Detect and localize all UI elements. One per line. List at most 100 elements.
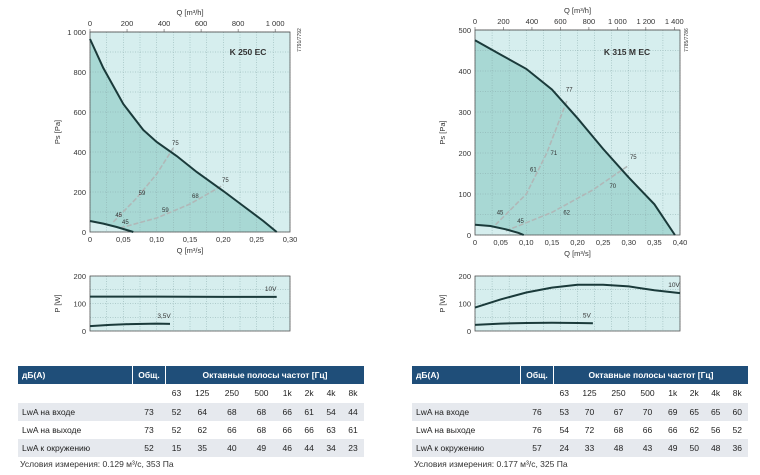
cell: 68 — [217, 402, 247, 421]
y-tick-label: 1 000 — [67, 28, 86, 37]
freq-cell: 500 — [246, 384, 277, 403]
efficiency-label: 62 — [563, 211, 570, 217]
cell: 52 — [165, 421, 188, 439]
row-total: 73 — [132, 402, 166, 421]
top-tick-label: 0 — [473, 17, 477, 26]
cell: 40 — [217, 439, 247, 457]
min-curve — [474, 223, 525, 236]
row-total: 73 — [132, 421, 166, 439]
freq-cell: 500 — [633, 384, 663, 403]
table-row: LwA к окружению 57 24 33 48 43 49 50 48 … — [412, 439, 748, 457]
y-tick-label: 0 — [467, 231, 471, 240]
x-tick-label: 0,10 — [519, 238, 534, 247]
freq-cell: 63 — [553, 384, 575, 403]
cell: 66 — [662, 421, 684, 439]
cell: 49 — [662, 439, 684, 457]
freq-cell: 2k — [298, 384, 321, 403]
cell: 46 — [276, 439, 299, 457]
x-tick-label: 0,15 — [545, 238, 560, 247]
table-row: LwA к окружению 52 15 35 40 49 46 44 34 … — [18, 439, 364, 457]
cell: 66 — [633, 421, 663, 439]
top-tick-label: 0 — [88, 19, 92, 28]
y-tick-label: 200 — [73, 188, 86, 197]
cell: 43 — [633, 439, 663, 457]
efficiency-label: 75 — [630, 155, 637, 161]
y-tick-label: 500 — [458, 26, 471, 35]
power-y-tick-label: 0 — [467, 327, 471, 336]
cell: 65 — [683, 402, 705, 421]
freq-cell: 8k — [726, 384, 748, 403]
power-y-tick-label: 200 — [73, 272, 86, 281]
top-tick-label: 200 — [121, 19, 134, 28]
power-plot-frame — [474, 275, 681, 332]
row-label: LwA к окружению — [412, 439, 521, 457]
top-tick-label: 600 — [195, 19, 208, 28]
top-tick-label: 800 — [232, 19, 245, 28]
cell: 49 — [246, 439, 277, 457]
measurement-condition: Условия измерения: 0.177 м³/с, 325 Па — [414, 459, 568, 469]
power-curve — [474, 283, 681, 309]
cell: 15 — [165, 439, 188, 457]
max-curve — [89, 38, 278, 233]
freq-cell: 2k — [683, 384, 705, 403]
y-tick-label: 200 — [458, 149, 471, 158]
cell: 44 — [298, 439, 321, 457]
y-tick-label: 300 — [458, 108, 471, 117]
row-total: 76 — [520, 421, 554, 439]
x-tick-label: 0,35 — [647, 238, 662, 247]
table-row: LwA на входе 76 53 70 67 70 69 65 65 60 — [412, 402, 748, 421]
y-tick-label: 600 — [73, 108, 86, 117]
efficiency-label: 75 — [222, 178, 229, 184]
freq-cell: 4k — [704, 384, 727, 403]
cell: 68 — [246, 421, 277, 439]
efficiency-label: 68 — [192, 194, 199, 200]
cell: 61 — [298, 402, 321, 421]
top-tick-label: 600 — [554, 17, 567, 26]
table-header-label: дБ(A) — [412, 366, 521, 384]
freq-cell: 8k — [342, 384, 364, 403]
table-row: LwA на входе 73 52 64 68 68 66 61 54 44 — [18, 402, 364, 421]
freq-cell: 63 — [165, 384, 188, 403]
row-label: LwA к окружению — [18, 439, 133, 457]
y-tick-label: 100 — [458, 190, 471, 199]
x-tick-label: 0,40 — [673, 238, 688, 247]
table-header-bands: Октавные полосы частот [Гц] — [553, 366, 748, 384]
cell: 63 — [320, 421, 343, 439]
cell: 23 — [342, 439, 364, 457]
cell: 35 — [187, 439, 218, 457]
max-curve — [474, 39, 676, 236]
power-y-tick-label: 100 — [458, 300, 471, 309]
drawing-code: 7791/7792 — [297, 28, 303, 52]
efficiency-label: 70 — [609, 184, 616, 190]
top-tick-label: 1 000 — [266, 19, 285, 28]
top-tick-label: 400 — [158, 19, 171, 28]
freq-cell: 125 — [574, 384, 604, 403]
chart-title: K 250 EC — [230, 47, 267, 57]
efficiency-label: 61 — [530, 168, 537, 174]
cell: 68 — [246, 402, 277, 421]
cell: 33 — [574, 439, 604, 457]
cell: 54 — [553, 421, 575, 439]
cell: 70 — [574, 402, 604, 421]
x-tick-label: 0,30 — [283, 235, 298, 244]
power-y-tick-label: 200 — [458, 272, 471, 281]
freq-cell: 1k — [276, 384, 299, 403]
x-tick-label: 0,05 — [116, 235, 131, 244]
freq-cell: 4k — [320, 384, 343, 403]
efficiency-label: 45 — [122, 220, 129, 226]
freq-cell: 125 — [187, 384, 218, 403]
x-tick-label: 0,20 — [570, 238, 585, 247]
top-tick-label: 200 — [497, 17, 510, 26]
measurement-condition: Условия измерения: 0.129 м³/с, 353 Па — [20, 459, 174, 469]
cell: 56 — [704, 421, 727, 439]
x-tick-label: 0,25 — [596, 238, 611, 247]
efficiency-label: 59 — [162, 208, 169, 214]
x-tick-label: 0,20 — [216, 235, 231, 244]
cell: 50 — [683, 439, 705, 457]
top-tick-label: 1 000 — [608, 17, 627, 26]
power-y-tick-label: 0 — [82, 327, 86, 336]
freq-cell: 1k — [662, 384, 684, 403]
cell: 66 — [276, 421, 299, 439]
top-axis-label: Q [m³/h] — [176, 8, 203, 17]
